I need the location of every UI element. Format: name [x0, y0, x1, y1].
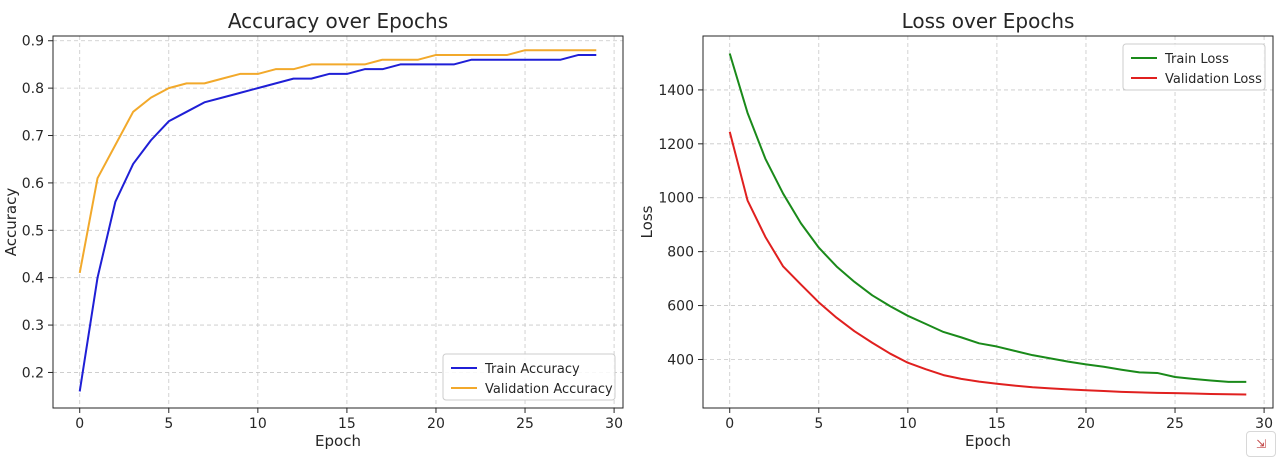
legend-box	[1122, 43, 1266, 91]
legend: Train Accuracy Validation Accuracy	[442, 353, 616, 401]
plot-frame	[52, 35, 624, 409]
x-tick-label: 10	[899, 416, 917, 432]
y-tick-label: 600	[667, 299, 694, 315]
x-tick-label: 0	[75, 416, 84, 432]
chart-panel-2: 0 5 10 15 20 25 30 400 600 800 1000 1200 1400 Loss ov…	[638, 9, 1274, 450]
y-tick-label: 1400	[658, 83, 694, 99]
x-axis-label: Epoch	[315, 432, 361, 450]
legend-label: Validation Loss	[1165, 72, 1262, 87]
x-tick-label: 25	[516, 416, 534, 432]
y-tick-label: 400	[667, 352, 694, 368]
y-tick-label: 0.4	[22, 271, 44, 287]
x-axis-label: Epoch	[965, 432, 1011, 450]
x-tick-label: 10	[249, 416, 267, 432]
x-tick-label: 5	[814, 416, 823, 432]
y-tick-label: 0.8	[22, 81, 44, 97]
y-tick-label: 800	[667, 245, 694, 261]
y-axis-label: Loss	[638, 205, 656, 238]
chart-panel-1: 0 5 10 15 20 25 30 0.2 0.3 0.4 0.5 0.6 0.7 0.8 0.9 Accu…	[2, 9, 624, 450]
y-tick-label: 0.6	[22, 176, 44, 192]
y-tick-label: 0.5	[22, 223, 44, 239]
y-tick-label: 0.3	[22, 318, 44, 334]
series-line-validation-accuracy	[78, 49, 597, 274]
legend-label: Train Loss	[1164, 52, 1229, 67]
x-tick-label: 15	[338, 416, 356, 432]
corner-widget-icon[interactable]: ⇲	[1246, 431, 1276, 457]
x-tick-label: 30	[1255, 416, 1273, 432]
legend: Train Loss Validation Loss	[1122, 43, 1266, 91]
y-tick-label: 1000	[658, 191, 694, 207]
y-tick-label: 0.7	[22, 129, 44, 145]
x-tick-label: 5	[164, 416, 173, 432]
series-line-train-accuracy	[78, 53, 597, 392]
x-tick-label: 0	[725, 416, 734, 432]
legend-label: Validation Accuracy	[485, 382, 613, 397]
y-tick-label: 0.9	[22, 34, 44, 50]
legend-label: Train Accuracy	[484, 362, 580, 377]
chart-title: Accuracy over Epochs	[228, 9, 448, 33]
legend-box	[442, 353, 616, 401]
y-tick-label: 0.2	[22, 365, 44, 381]
y-tick-label: 1200	[658, 137, 694, 153]
series-line-validation-loss	[728, 131, 1247, 396]
x-tick-label: 20	[1077, 416, 1095, 432]
x-tick-label: 25	[1166, 416, 1184, 432]
y-axis-label: Accuracy	[2, 188, 20, 257]
x-tick-label: 15	[988, 416, 1006, 432]
x-tick-label: 30	[605, 416, 623, 432]
x-tick-label: 20	[427, 416, 445, 432]
chart-title: Loss over Epochs	[902, 9, 1075, 33]
plot-frame	[702, 35, 1274, 409]
series-line-train-loss	[728, 53, 1247, 383]
